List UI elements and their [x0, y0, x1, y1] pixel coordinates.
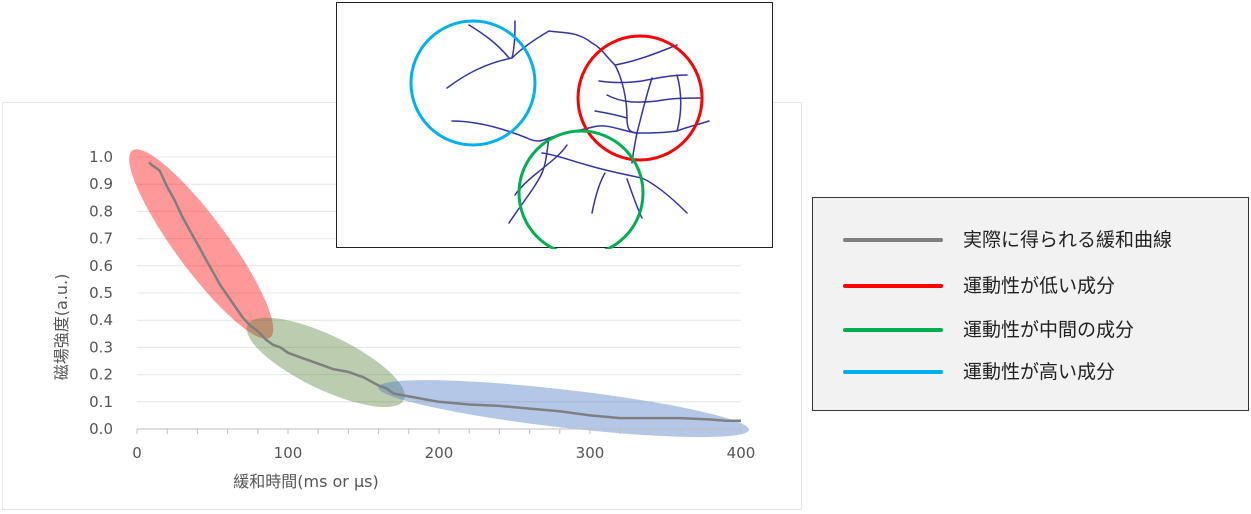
- y-tick-label: 0.4: [89, 311, 113, 329]
- legend-label: 運動性が高い成分: [963, 361, 1116, 383]
- polymer-chain: [446, 30, 678, 89]
- y-tick-label: 0.3: [89, 338, 113, 356]
- y-axis-title: 磁場強度(a.u.): [52, 274, 71, 381]
- y-tick-label: 0.2: [89, 366, 113, 384]
- y-tick-label: 0.5: [89, 284, 113, 302]
- polymer-chain: [591, 172, 606, 214]
- polymer-chain: [626, 178, 643, 219]
- component-regions: [129, 149, 749, 438]
- polymer-chains: [446, 20, 710, 224]
- polymer-network-diagram: [336, 2, 773, 249]
- x-tick-label: 200: [425, 444, 454, 462]
- y-tick-label: 0.6: [89, 257, 113, 275]
- y-tick-label: 0.0: [89, 420, 113, 438]
- legend-item-actual-curve: 実際に得られる緩和曲線: [813, 226, 1248, 256]
- x-axis-title: 緩和時間(ms or µs): [233, 472, 378, 491]
- y-tick-label: 0.9: [89, 175, 113, 193]
- legend: 実際に得られる緩和曲線 運動性が低い成分 運動性が中間の成分 運動性が高い成分: [812, 197, 1249, 411]
- y-tick-label: 0.8: [89, 202, 113, 220]
- polymer-chain: [541, 152, 688, 214]
- low-mobility-circle: [576, 34, 704, 162]
- high-mobility-circle: [409, 19, 537, 147]
- legend-label: 運動性が中間の成分: [963, 319, 1135, 341]
- mid-mobility-circle: [517, 129, 645, 249]
- legend-item-high-mobility: 運動性が高い成分: [813, 358, 1248, 388]
- legend-label: 実際に得られる緩和曲線: [963, 229, 1173, 251]
- component-region: [129, 149, 274, 339]
- legend-swatch: [843, 328, 943, 332]
- x-tick-label: 100: [274, 444, 303, 462]
- polymer-chain: [511, 20, 516, 59]
- legend-item-mid-mobility: 運動性が中間の成分: [813, 316, 1248, 346]
- polymer-chain: [594, 110, 628, 119]
- legend-swatch: [843, 370, 943, 374]
- y-tick-label: 1.0: [89, 148, 113, 166]
- component-region: [378, 380, 749, 438]
- y-tick-label: 0.7: [89, 230, 113, 248]
- polymer-chain: [606, 94, 703, 103]
- polymer-chain: [468, 24, 510, 59]
- axes: [136, 428, 742, 434]
- relaxation-curve: [148, 161, 741, 423]
- y-tick-label: 0.1: [89, 393, 113, 411]
- legend-swatch: [843, 238, 943, 242]
- x-tick-label: 0: [132, 444, 142, 462]
- component-region: [246, 317, 405, 408]
- legend-swatch: [843, 284, 943, 288]
- polymer-chain: [676, 74, 682, 132]
- tick-labels: 0.0 0.1 0.2 0.3 0.4 0.5 0.6 0.7 0.8 0.9 1.0 0 100 200…: [89, 148, 755, 462]
- polymer-chain: [631, 77, 653, 164]
- x-tick-label: 300: [576, 444, 605, 462]
- series-layer: [148, 161, 741, 423]
- legend-item-low-mobility: 運動性が低い成分: [813, 272, 1248, 302]
- x-tick-label: 400: [727, 444, 756, 462]
- polymer-chain: [598, 74, 688, 84]
- legend-label: 運動性が低い成分: [963, 275, 1116, 297]
